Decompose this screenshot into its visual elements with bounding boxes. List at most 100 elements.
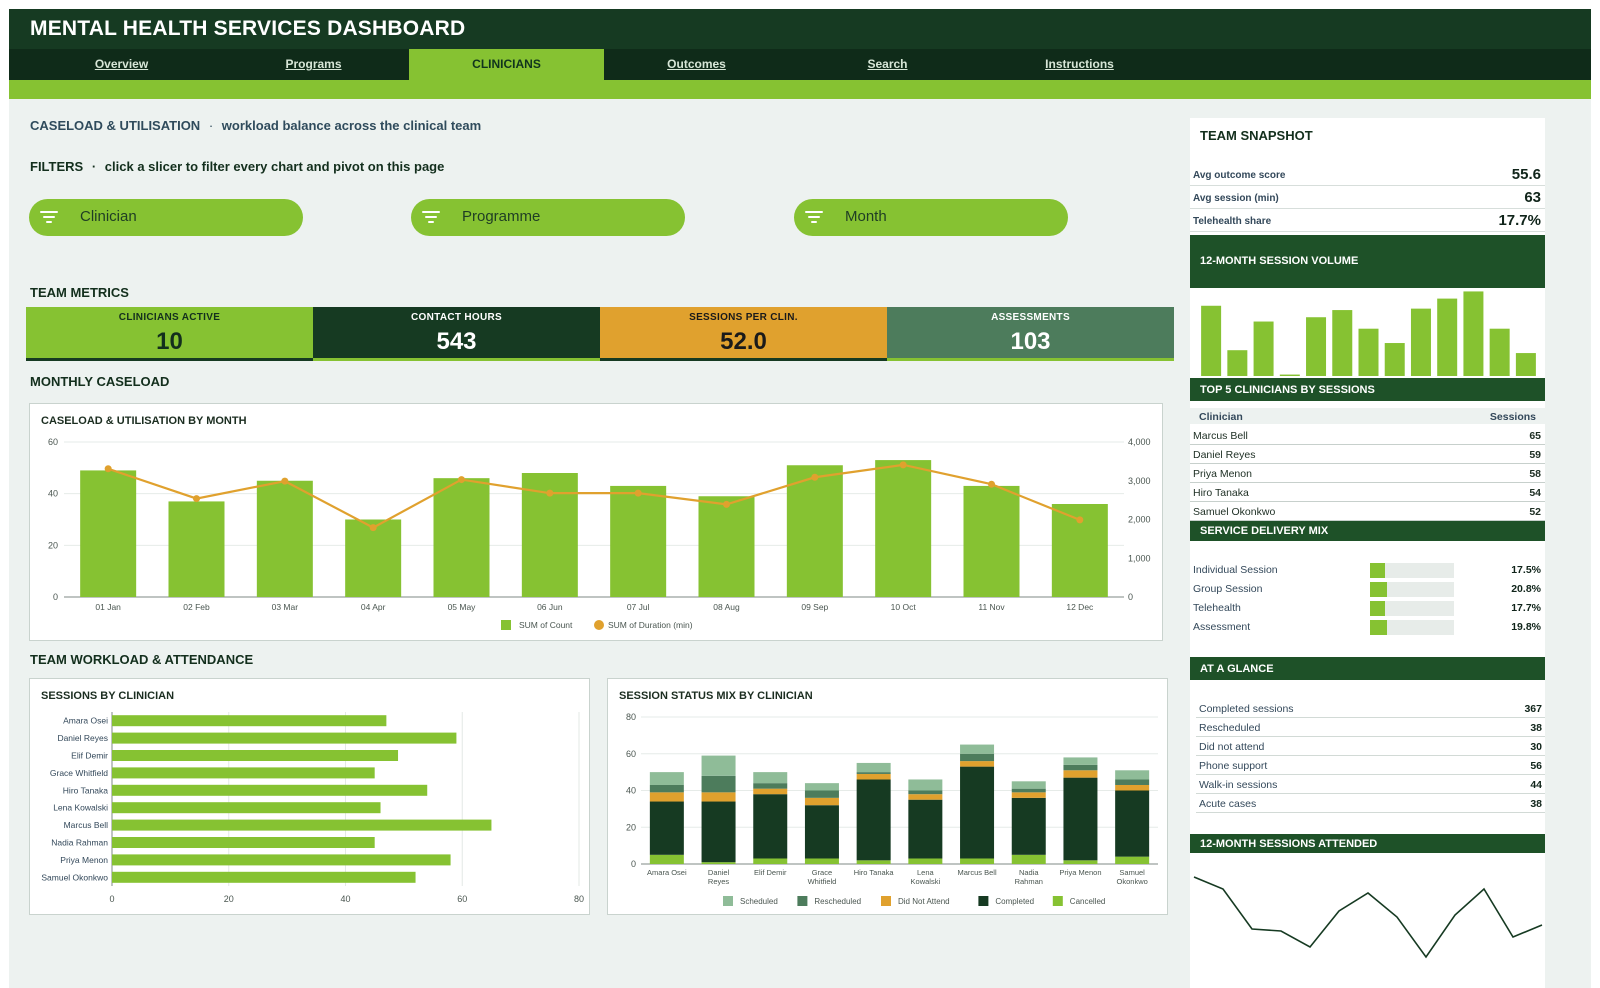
glance-label: Walk-in sessions (1199, 779, 1278, 791)
status-segment (1011, 792, 1046, 798)
mix-fill (1370, 620, 1387, 635)
glance-value: 30 (1530, 741, 1542, 753)
legend-label-count: SUM of Count (519, 620, 573, 630)
duration-point (458, 476, 465, 484)
mix-band: SERVICE DELIVERY MIX (1190, 521, 1545, 541)
status-segment (1063, 764, 1098, 771)
status-segment (649, 784, 684, 793)
slicer-clinician[interactable]: Clinician (29, 199, 303, 236)
status-segment (649, 792, 684, 802)
x-tick-label: Elif Demir (754, 868, 787, 877)
attended-band: 12-MONTH SESSIONS ATTENDED (1190, 834, 1545, 853)
duration-point (546, 489, 554, 497)
mix-fill (1370, 582, 1388, 597)
volume-bar (1306, 317, 1327, 376)
status-segment (960, 761, 995, 767)
x-tick-label: 12 Dec (1066, 602, 1094, 612)
y-tick-label-right: 0 (1128, 592, 1133, 602)
mix-label: Group Session (1193, 583, 1263, 595)
caseload-bar (168, 501, 225, 597)
volume-bar (1279, 374, 1300, 376)
clinician-bar (112, 750, 399, 761)
filters-separator: · (91, 159, 97, 174)
volume-title: 12-MONTH SESSION VOLUME (1200, 255, 1359, 267)
tab-overview[interactable]: Overview (94, 57, 149, 71)
glance-label: Rescheduled (1199, 722, 1261, 734)
snapshot-label: Avg outcome score (1193, 170, 1286, 181)
clinician-bar (112, 819, 492, 831)
caseload-bar (963, 485, 1020, 597)
status-segment (960, 753, 995, 762)
kpi-label: CONTACT HOURS (411, 312, 502, 323)
x-tick-label: 08 Aug (713, 602, 740, 612)
glance-row: Rescheduled 38 (1196, 718, 1545, 737)
top5-name: Samuel Okonkwo (1193, 506, 1276, 518)
mix-row: Individual Session 17.5% (1190, 561, 1545, 580)
volume-bar (1332, 310, 1353, 376)
kpi-clinicians-active: CLINICIANS ACTIVE 10 (26, 307, 313, 361)
legend-swatch (881, 896, 891, 906)
kpi-sessions-per-clinician: SESSIONS PER CLIN. 52.0 (600, 307, 887, 361)
status-segment (804, 783, 839, 791)
x-tick-label: 04 Apr (361, 602, 386, 612)
kpi-contact-hours: CONTACT HOURS 543 (313, 307, 600, 361)
kpi-label: CLINICIANS ACTIVE (118, 312, 221, 323)
glance-band: AT A GLANCE (1190, 657, 1545, 680)
clinician-bar (112, 767, 375, 779)
volume-bar (1201, 305, 1222, 376)
tab-clinicians[interactable]: CLINICIANS (409, 49, 604, 80)
dashboard-window: MENTAL HEALTH SERVICES DASHBOARD Overvie… (9, 9, 1591, 988)
mix-fill (1370, 601, 1385, 616)
tab-instructions[interactable]: Instructions (1045, 57, 1114, 71)
volume-bar (1437, 298, 1458, 376)
x-tick-label: 60 (457, 894, 467, 904)
kpi-value: 10 (156, 328, 183, 355)
legend-swatch (978, 896, 989, 906)
top5-band: TOP 5 CLINICIANS BY SESSIONS (1190, 378, 1545, 401)
dashboard-title: MENTAL HEALTH SERVICES DASHBOARD (30, 17, 466, 40)
tab-programs[interactable]: Programs (285, 57, 342, 71)
status-segment (856, 772, 891, 774)
x-tick-label: 20 (224, 894, 234, 904)
filters-heading: FILTERS · click a slicer to filter every… (30, 159, 444, 174)
clinician-label: Samuel Okonkwo (41, 872, 108, 882)
top5-sessions: 54 (1529, 487, 1541, 499)
kpi-label: ASSESSMENTS (991, 312, 1070, 323)
kpi-assessments: ASSESSMENTS 103 (887, 307, 1174, 361)
tab-outcomes[interactable]: Outcomes (667, 57, 726, 71)
clinician-label: Grace Whitfield (50, 768, 108, 778)
clinician-label: Marcus Bell (64, 820, 109, 830)
slicer-programme[interactable]: Programme (411, 199, 685, 236)
sidebar-title: TEAM SNAPSHOT (1200, 128, 1313, 143)
tab-search[interactable]: Search (867, 57, 908, 71)
mix-label: Individual Session (1193, 564, 1278, 576)
glance-row: Acute cases 38 (1196, 794, 1545, 813)
x-tick-label: 0 (109, 894, 114, 904)
caseload-bar (80, 470, 137, 597)
caseload-bar (610, 485, 667, 597)
clinician-bar (112, 871, 416, 883)
status-segment (856, 860, 891, 864)
status-segment (701, 792, 736, 802)
glance-value: 367 (1524, 703, 1542, 715)
x-tick-label: Okonkwo (1117, 877, 1148, 886)
mix-track (1370, 620, 1454, 635)
duration-point (723, 500, 730, 508)
x-tick-label: Amara Osei (647, 868, 687, 877)
slicer-month[interactable]: Month (794, 199, 1068, 236)
x-tick-label: Marcus Bell (957, 868, 997, 877)
filters-hint: click a slicer to filter every chart and… (104, 159, 445, 174)
x-tick-label: 09 Sep (801, 602, 828, 612)
caseload-bar (786, 465, 843, 597)
status-segment (908, 858, 943, 864)
glance-row: Phone support 56 (1196, 756, 1545, 775)
filter-icon (805, 211, 823, 223)
caseload-bar (698, 496, 755, 597)
status-segment (1115, 856, 1150, 864)
mix-label: Telehealth (1193, 602, 1241, 614)
status-segment (753, 772, 788, 784)
top5-row: Samuel Okonkwo 52 (1190, 502, 1545, 521)
glance-value: 56 (1530, 760, 1542, 772)
top5-row: Marcus Bell 65 (1190, 426, 1545, 445)
x-tick-label: 11 Nov (978, 602, 1005, 612)
